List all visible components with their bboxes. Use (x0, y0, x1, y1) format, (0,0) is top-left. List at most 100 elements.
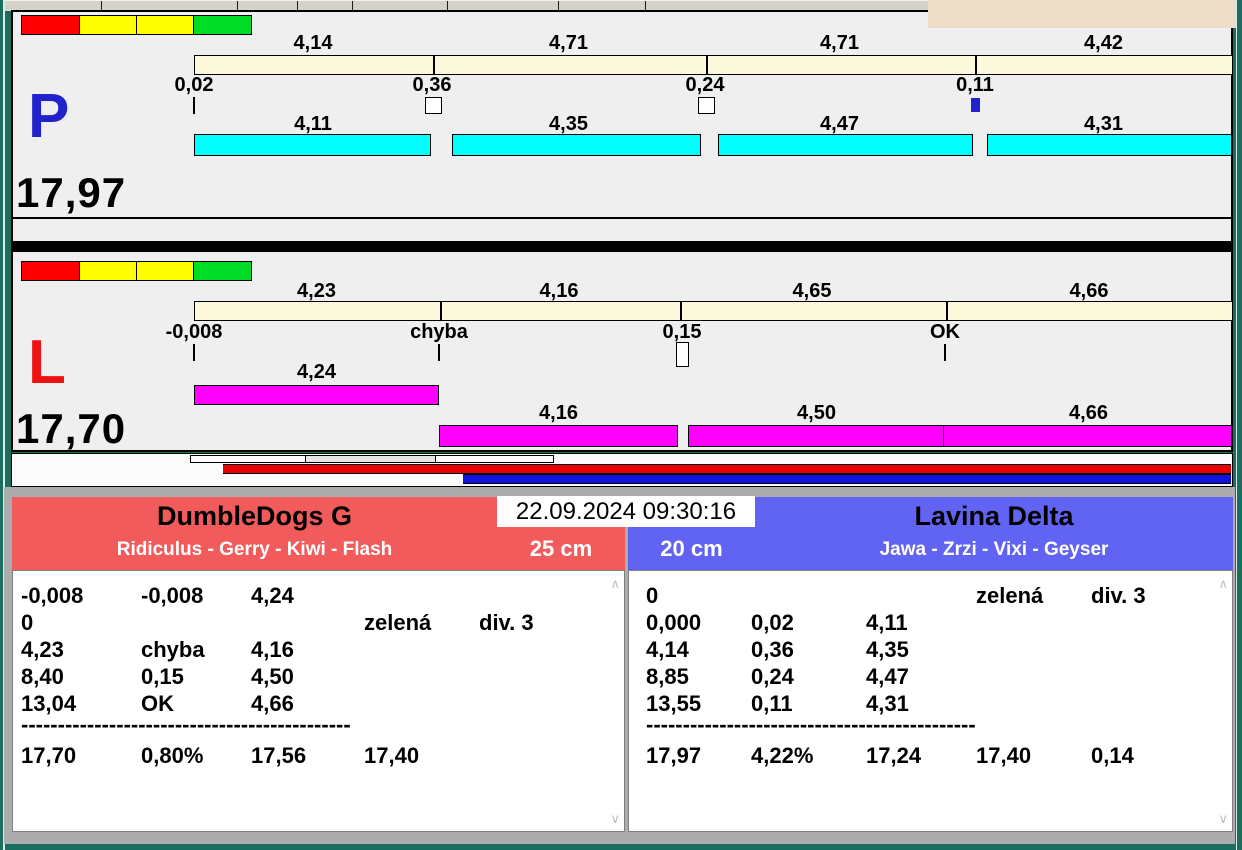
cell: 4,66 (251, 691, 294, 716)
exchange-zone-box (435, 455, 554, 463)
result-row: 13,04 OK 4,66 (13, 691, 624, 718)
lane-p-split-value: 0,11 (956, 74, 994, 96)
cell: 4,14 (646, 637, 689, 662)
lane-p-dog-bar (718, 134, 973, 156)
cell: 0,36 (751, 637, 794, 662)
progress-bar-red (223, 464, 1231, 474)
cell: 0,14 (1091, 743, 1134, 768)
scroll-up-icon[interactable]: ∧ (610, 576, 620, 591)
cell: 17,70 (21, 743, 77, 768)
start-light-green (194, 262, 251, 280)
cell: 8,85 (646, 664, 689, 689)
summary-row: 17,70 0,80% 17,56 17,40 (13, 743, 624, 770)
bar-tick (975, 56, 977, 74)
lane-p-panel: 4,14 4,71 4,71 4,42 0,02 0,36 0,24 0,11 … (11, 10, 1233, 243)
split-blue-indicator (971, 98, 980, 112)
race-progress-strip (11, 453, 1233, 487)
cell: -0,008 (141, 583, 204, 608)
bar-tick (946, 302, 948, 320)
exchange-zone-box (305, 455, 436, 463)
lane-l-top-value: 4,66 (1069, 280, 1109, 302)
bar-tick (433, 56, 435, 74)
cell: 0,15 (141, 664, 184, 689)
scroll-up-icon[interactable]: ∧ (1218, 576, 1228, 591)
lane-l-split-value: -0,008 (165, 321, 223, 343)
lane-p-split-value: 0,02 (174, 74, 214, 96)
lane-l-dog-bar (688, 425, 945, 447)
cell: 4,11 (866, 610, 908, 635)
result-row: 0,000 0,02 4,11 (629, 610, 1232, 637)
result-row: 4,14 0,36 4,35 (629, 637, 1232, 664)
lane-p-top-value: 4,42 (1084, 32, 1123, 54)
team-right-height: 20 cm (660, 536, 723, 561)
cell: 0 (646, 583, 659, 608)
team-left-name: DumbleDogs G (156, 501, 352, 531)
background-window-strip (5, 0, 928, 11)
lane-l-top-value: 4,16 (539, 280, 579, 302)
cell: 4,47 (866, 664, 909, 689)
cell: 4,50 (251, 664, 294, 689)
team-right-name: Lavina Delta (914, 501, 1074, 531)
result-row: 13,55 0,11 4,31 (629, 691, 1232, 718)
team-right-results-table: 0 zelená div. 3 0,000 0,02 4,11 4,14 0,3… (628, 570, 1233, 832)
cell: chyba (141, 637, 205, 662)
lane-p-bottom-value: 4,47 (820, 113, 859, 135)
lane-l-dog-bar (194, 385, 439, 405)
divider-dashes: ----------------------------------------… (646, 712, 976, 737)
cell: 0,80% (141, 743, 204, 768)
cell: 4,16 (251, 637, 294, 662)
split-checkbox[interactable] (698, 97, 715, 114)
cell: zelená (976, 583, 1044, 608)
background-desktop-patch (928, 0, 1236, 28)
start-light-red (22, 16, 80, 34)
cell: 17,24 (866, 743, 922, 768)
cell: OK (141, 691, 174, 716)
bar-tick (440, 302, 442, 320)
scroll-down-icon[interactable]: ∨ (610, 811, 620, 826)
cell: 4,22% (751, 743, 814, 768)
lane-p-top-value: 4,14 (293, 32, 333, 54)
start-light-green (194, 16, 251, 34)
lane-p-total-time: 17,97 (16, 169, 127, 216)
clock-display: 22.09.2024 09:30:16 (497, 496, 755, 527)
team-right-dogs: Jawa - Zrzi - Vixi - Geyser (879, 539, 1109, 560)
lane-p-dog-bar (194, 134, 431, 156)
lane-l-bottom-value: 4,66 (1069, 402, 1108, 424)
lane-p-bottom-value: 4,35 (549, 113, 588, 135)
split-tick-marker (944, 344, 946, 361)
start-light-yellow-1 (80, 16, 137, 34)
split-tick-marker (193, 344, 195, 361)
cell: 0,02 (751, 610, 794, 635)
split-checkbox[interactable] (425, 97, 442, 114)
window-frame-highlight-right (1236, 0, 1237, 850)
cell: 17,40 (364, 743, 420, 768)
team-right-header: 20 cm Lavina Delta Jawa - Zrzi - Vixi - … (628, 497, 1233, 570)
divider-row: ----------------------------------------… (13, 712, 624, 739)
split-tick-marker (438, 344, 440, 361)
summary-row: 17,97 4,22% 17,24 17,40 0,14 (629, 743, 1232, 770)
lane-p-top-value: 4,71 (549, 32, 588, 54)
cell: 8,40 (21, 664, 64, 689)
lane-l-bottom-value: 4,50 (797, 402, 836, 424)
lane-l-dog-bar (943, 425, 1232, 447)
cell: div. 3 (479, 610, 534, 635)
divider-dashes: ----------------------------------------… (21, 712, 351, 737)
result-row: -0,008 -0,008 4,24 (13, 583, 624, 610)
lane-l-split-value: chyba (410, 321, 468, 343)
lane-l-dog1-value: 4,24 (297, 361, 336, 383)
start-light-yellow-2 (137, 16, 194, 34)
start-light-yellow-2 (137, 262, 194, 280)
team-left-results-table: -0,008 -0,008 4,24 0 zelená div. 3 4,23 … (12, 570, 625, 832)
exchange-zone-box (190, 455, 306, 463)
scroll-down-icon[interactable]: ∨ (1218, 811, 1228, 826)
lane-p-bottom-value: 4,11 (294, 113, 332, 135)
cell: 17,40 (976, 743, 1032, 768)
start-light-yellow-1 (80, 262, 137, 280)
bar-tick (680, 302, 682, 320)
lane-l-interval-bar (194, 301, 1233, 321)
result-row: 8,40 0,15 4,50 (13, 664, 624, 691)
lane-l-start-lights (21, 261, 252, 281)
result-row: 0 zelená div. 3 (629, 583, 1232, 610)
cell: 17,56 (251, 743, 307, 768)
